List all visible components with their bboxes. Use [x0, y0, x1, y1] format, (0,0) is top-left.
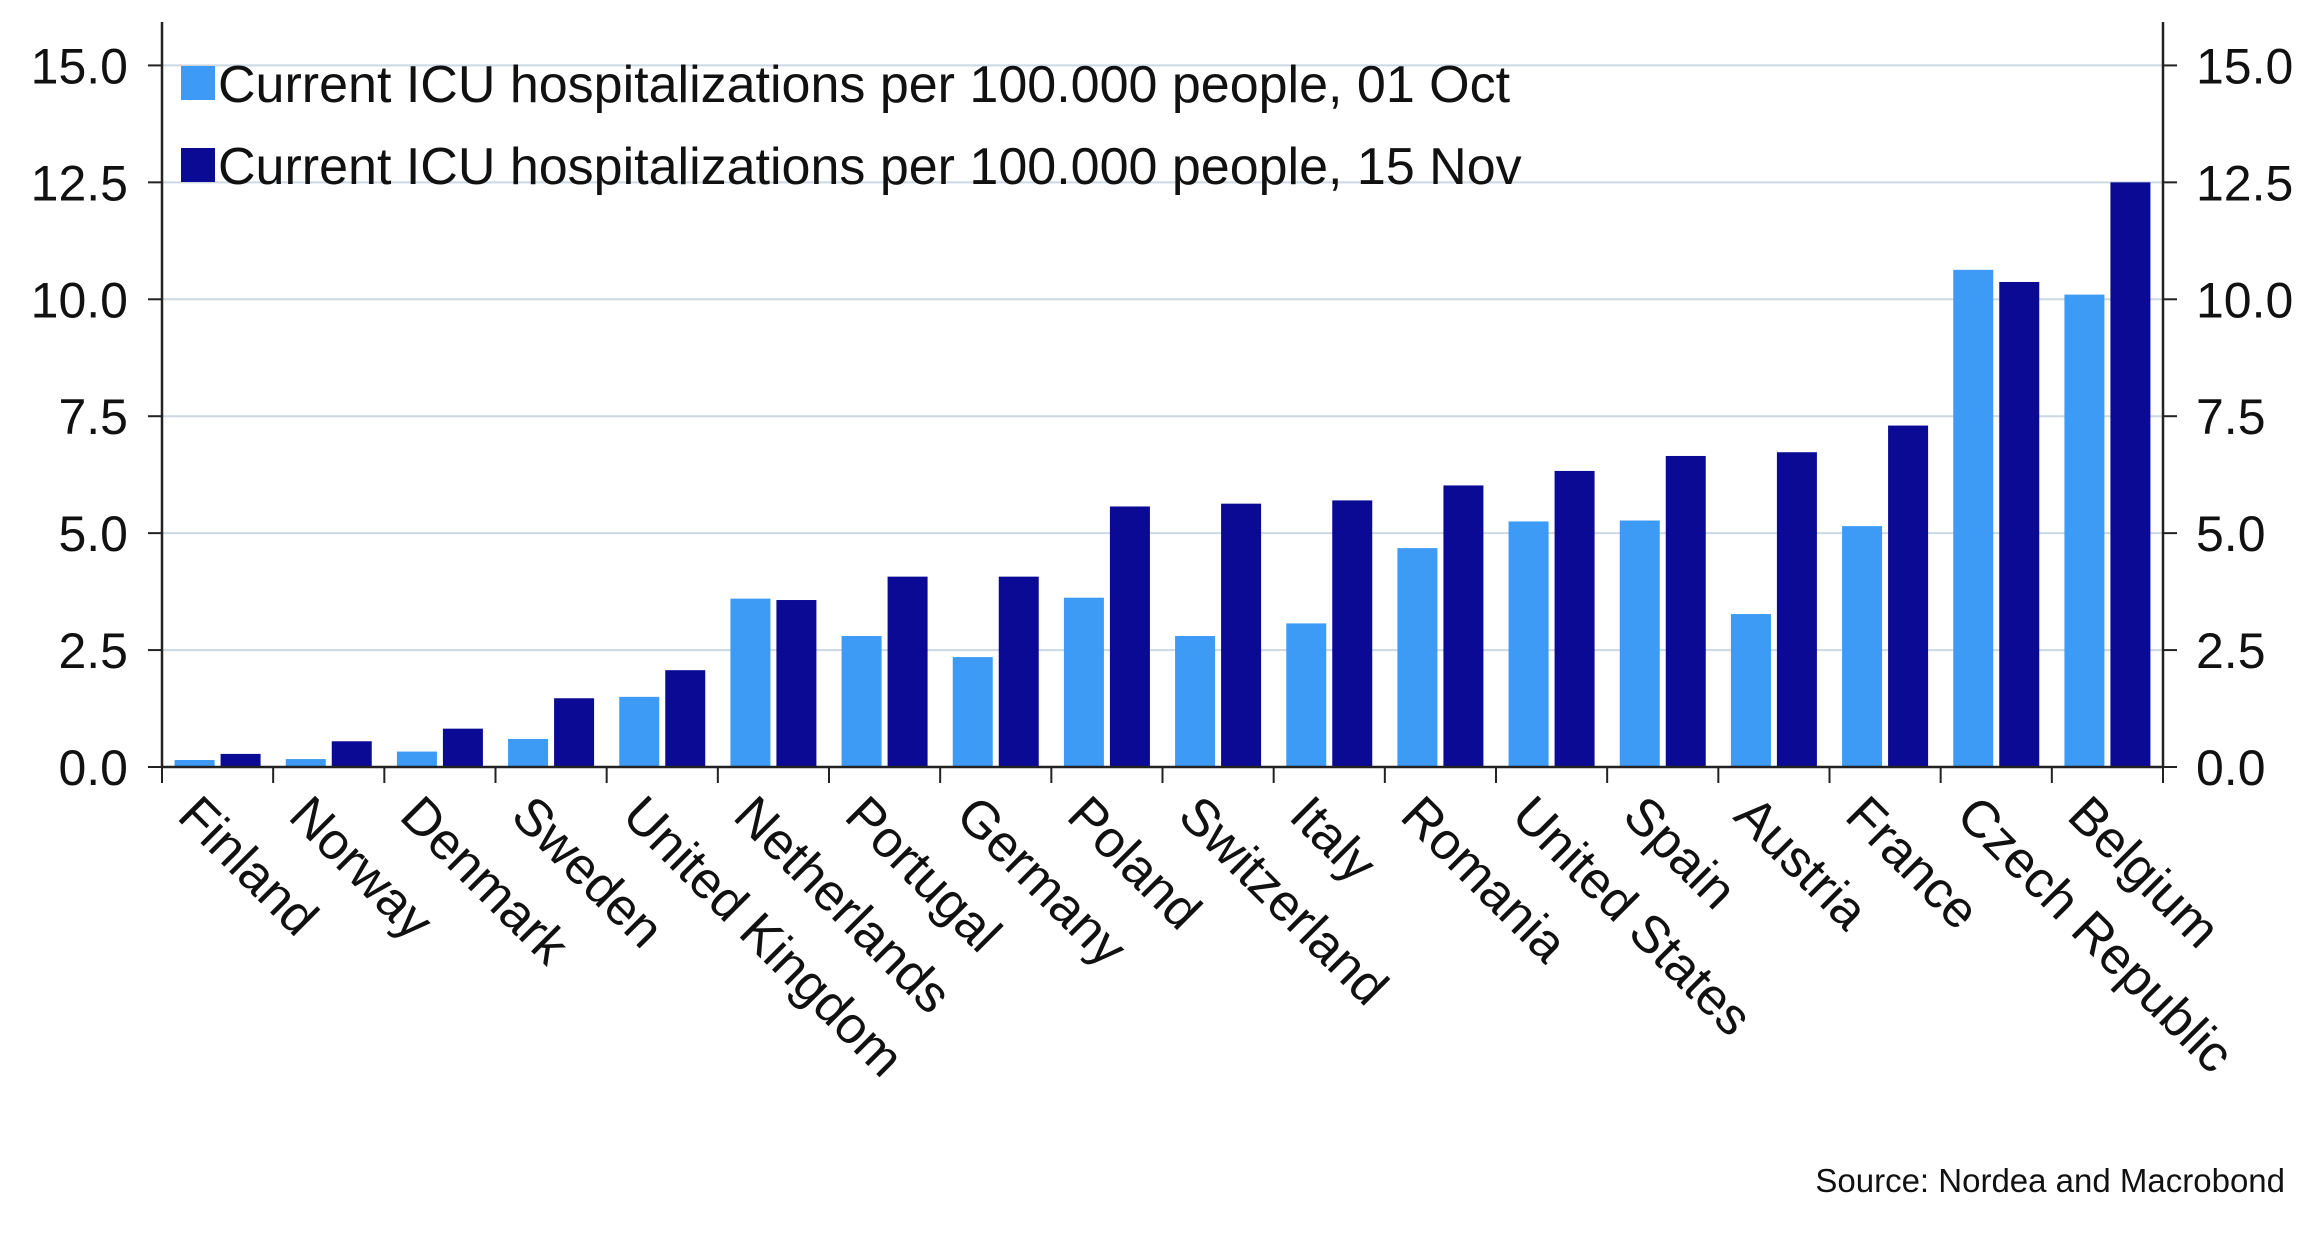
bar-oct-belgium [2064, 294, 2105, 767]
bar-nov-sweden [554, 698, 595, 767]
y-tick-label-left: 2.5 [58, 623, 128, 679]
bar-nov-united-kingdom [665, 670, 706, 767]
bar-oct-italy [1286, 623, 1327, 767]
bar-oct-finland [174, 759, 215, 767]
bar-nov-finland [220, 753, 261, 767]
grid-lines [162, 64, 2163, 652]
y-tick-label-right: 2.5 [2196, 623, 2266, 679]
bar-nov-czech-republic [1999, 281, 2040, 767]
y-tick-label-left: 7.5 [58, 389, 128, 445]
source-note: Source: Nordea and Macrobond [1815, 1162, 2285, 1199]
bar-nov-united-states [1554, 470, 1595, 767]
bar-nov-france [1888, 425, 1929, 767]
bar-oct-switzerland [1175, 636, 1216, 767]
bar-nov-belgium [2110, 182, 2151, 768]
y-tick-label-right: 7.5 [2196, 389, 2266, 445]
bar-oct-romania [1397, 548, 1438, 767]
bar-nov-denmark [442, 728, 483, 767]
bar-oct-austria [1730, 614, 1771, 767]
bar-nov-netherlands [776, 600, 817, 767]
bar-oct-denmark [396, 751, 437, 767]
y-tick-label-left: 0.0 [58, 740, 128, 796]
y-tick-label-right: 0.0 [2196, 740, 2266, 796]
legend-swatch [181, 148, 215, 182]
bar-oct-united-kingdom [619, 696, 660, 767]
y-axis-left: 0.0 2.5 5.0 7.5 10.0 12.5 15.0 [31, 38, 162, 796]
y-tick-label-left: 15.0 [31, 38, 128, 94]
legend-label: Current ICU hospitalizations per 100.000… [218, 56, 1511, 114]
y-axis-right: 0.0 2.5 5.0 7.5 10.0 12.5 15.0 [2163, 38, 2293, 796]
legend-swatch [181, 66, 215, 100]
bar-oct-czech-republic [1953, 269, 1994, 767]
bar-oct-united-states [1508, 521, 1549, 767]
y-tick-label-right: 12.5 [2196, 155, 2293, 211]
bar-nov-switzerland [1221, 503, 1262, 767]
bar-nov-romania [1443, 485, 1484, 767]
y-tick-label-left: 10.0 [31, 272, 128, 328]
y-tick-label-right: 15.0 [2196, 38, 2293, 94]
bar-nov-portugal [887, 576, 928, 767]
bar-oct-netherlands [730, 598, 771, 767]
bar-nov-austria [1776, 452, 1817, 767]
bar-nov-italy [1332, 500, 1373, 767]
bar-nov-norway [331, 741, 372, 767]
y-tick-label-left: 12.5 [31, 155, 128, 211]
bar-oct-spain [1619, 520, 1660, 767]
bar-nov-spain [1665, 455, 1706, 767]
y-tick-label-right: 5.0 [2196, 506, 2266, 562]
legend-label: Current ICU hospitalizations per 100.000… [218, 138, 1522, 196]
bar-oct-portugal [841, 636, 882, 767]
y-tick-label-right: 10.0 [2196, 272, 2293, 328]
legend: Current ICU hospitalizations per 100.000… [181, 56, 1522, 196]
bar-oct-poland [1063, 597, 1104, 767]
bar-oct-sweden [508, 738, 549, 767]
bar-nov-germany [998, 576, 1039, 767]
bar-nov-poland [1109, 506, 1150, 767]
bar-oct-france [1842, 526, 1883, 767]
bar-oct-norway [285, 759, 326, 767]
axes [160, 22, 2165, 783]
bars [174, 182, 2151, 768]
bar-oct-germany [952, 657, 993, 767]
y-tick-label-left: 5.0 [58, 506, 128, 562]
